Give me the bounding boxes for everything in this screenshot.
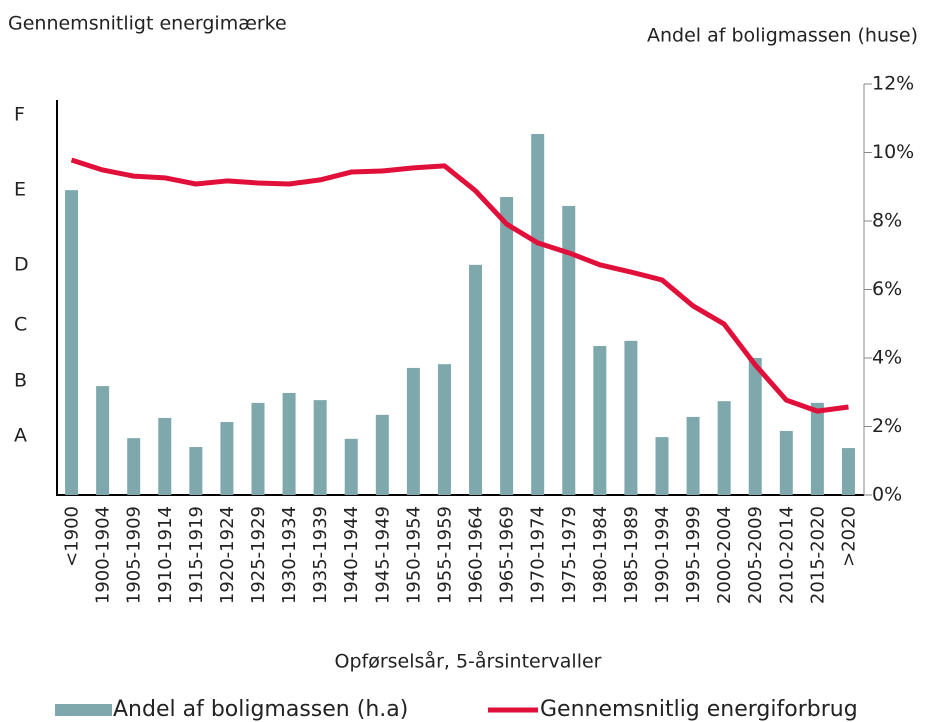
- bar: [251, 402, 265, 495]
- y2-tick-label: 0%: [872, 484, 902, 506]
- y2-tick-label: 10%: [872, 141, 914, 163]
- y2-tick-label: 4%: [872, 347, 902, 369]
- x-tick-label: 1945-1949: [372, 506, 393, 604]
- y-tick-label: C: [14, 314, 27, 336]
- x-tick-label: 1940-1944: [341, 506, 362, 604]
- bar: [189, 447, 203, 495]
- bar: [531, 134, 545, 495]
- y-tick-label: A: [14, 425, 27, 447]
- bar: [562, 205, 576, 495]
- x-tick-label: 1900-1904: [93, 506, 114, 604]
- x-tick-label: 2005-2009: [745, 506, 766, 604]
- x-tick-label: 1955-1959: [434, 506, 455, 604]
- bar: [344, 438, 358, 495]
- bar: [779, 430, 793, 495]
- x-tick-label: 1965-1969: [497, 506, 518, 604]
- y-tick-label: E: [14, 179, 26, 201]
- legend-swatch: [55, 704, 112, 716]
- bar: [375, 414, 389, 495]
- bar: [437, 364, 451, 495]
- y-axis-title: Gennemsnitligt energimærke: [8, 13, 287, 35]
- bar: [406, 367, 420, 495]
- bar: [717, 401, 731, 495]
- y2-tick-label: 6%: [872, 278, 902, 300]
- x-tick-label: <1900: [62, 506, 83, 567]
- y-tick-label: B: [14, 369, 27, 391]
- x-tick-label: 1910-1914: [155, 506, 176, 604]
- bar: [810, 402, 824, 495]
- bar: [748, 358, 762, 495]
- x-tick-label: 1930-1934: [279, 506, 300, 604]
- x-axis-title: Opførselsår, 5-årsintervaller: [335, 650, 602, 673]
- bar: [655, 437, 669, 495]
- line: [70, 157, 849, 414]
- bar: [469, 264, 483, 495]
- bar: [158, 417, 172, 495]
- bar: [220, 422, 234, 495]
- x-tick-label: 2015-2020: [807, 506, 828, 604]
- legend-label: Gennemsnitlig energiforbrug: [540, 697, 858, 722]
- x-tick-label: 2010-2014: [776, 506, 797, 604]
- x-tick-label: 1995-1999: [683, 506, 704, 604]
- y2-tick-label: 12%: [872, 73, 914, 95]
- y2-tick-label: 2%: [872, 415, 902, 437]
- x-tick-label: 1915-1919: [186, 506, 207, 604]
- x-tick-label: 1950-1954: [403, 506, 424, 604]
- bar: [282, 392, 296, 495]
- bar: [593, 346, 607, 495]
- y-tick-label: D: [14, 253, 29, 275]
- x-tick-label: 1975-1979: [559, 506, 580, 604]
- bar: [127, 438, 141, 495]
- x-tick-label: 1960-1964: [466, 506, 487, 604]
- legend-label: Andel af boligmassen (h.a): [113, 697, 408, 722]
- x-tick-label: 1935-1939: [310, 506, 331, 604]
- y2-tick-label: 8%: [872, 210, 902, 232]
- bar: [500, 197, 514, 495]
- x-tick-label: >2020: [838, 506, 859, 567]
- bar: [96, 386, 110, 495]
- bar: [624, 340, 638, 495]
- x-tick-label: 1920-1924: [217, 506, 238, 604]
- x-tick-label: 1985-1989: [621, 506, 642, 604]
- x-tick-label: 1980-1984: [590, 506, 611, 604]
- x-tick-label: 1925-1929: [248, 506, 269, 604]
- bar: [841, 448, 855, 495]
- x-tick-label: 1990-1994: [652, 506, 673, 604]
- x-tick-label: 2000-2004: [714, 506, 735, 604]
- y2-axis-title: Andel af boligmassen (huse): [647, 25, 918, 47]
- bar: [686, 416, 700, 495]
- x-tick-label: 1905-1909: [124, 506, 145, 604]
- bar: [313, 400, 327, 495]
- bar: [65, 190, 79, 496]
- y-tick-label: F: [14, 103, 25, 125]
- x-tick-label: 1970-1974: [528, 506, 549, 604]
